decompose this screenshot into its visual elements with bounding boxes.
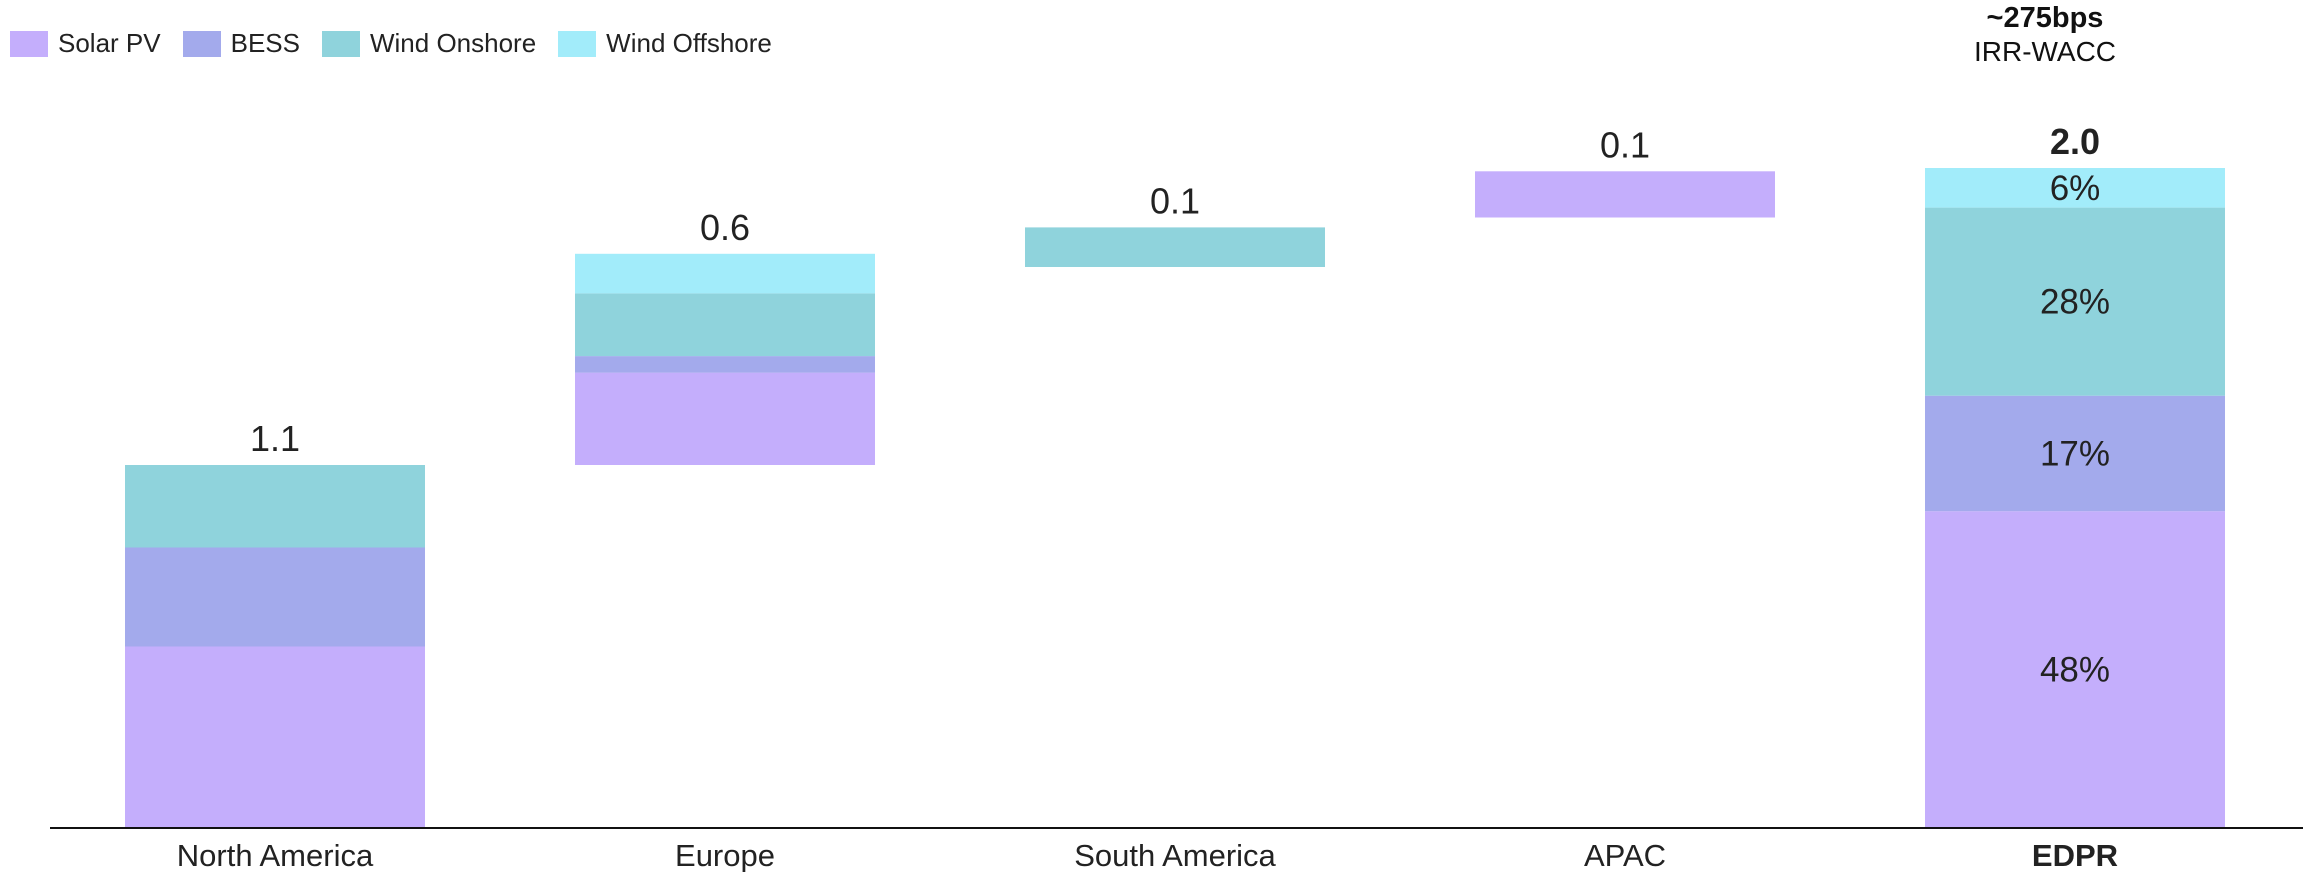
legend-label-solar-pv: Solar PV bbox=[58, 28, 161, 58]
legend-swatch-solar-pv bbox=[10, 30, 48, 57]
bar-segment-south-america-wind-onshore bbox=[1025, 227, 1325, 267]
legend-item-bess: BESS bbox=[182, 28, 300, 59]
bar-segment-europe-wind-onshore bbox=[575, 293, 875, 357]
bar-segment-europe-solar-pv bbox=[575, 372, 875, 465]
category-label-europe: Europe bbox=[675, 838, 775, 872]
total-label-europe: 0.6 bbox=[700, 207, 750, 248]
legend-swatch-wind-offshore bbox=[558, 30, 597, 57]
legend-label-wind-onshore: Wind Onshore bbox=[369, 28, 537, 58]
total-label-south-america: 0.1 bbox=[1150, 180, 1200, 221]
bar-segment-edpr-bess bbox=[1925, 395, 2225, 512]
bar-segment-europe-wind-offshore bbox=[575, 253, 875, 294]
bar-segment-europe-bess bbox=[575, 356, 875, 373]
category-label-north-america: North America bbox=[177, 838, 374, 872]
legend-item-solar-pv: Solar PV bbox=[10, 28, 161, 59]
legend: Solar PV BESS Wind Onshore Wind Offshore bbox=[10, 28, 794, 59]
category-label-south-america: South America bbox=[1074, 838, 1276, 872]
category-label-apac: APAC bbox=[1584, 838, 1666, 872]
bar-segment-north-america-wind-onshore bbox=[125, 465, 425, 548]
legend-swatch-bess bbox=[182, 30, 221, 57]
bar-segment-apac-solar-pv bbox=[1475, 171, 1775, 218]
segment-label-edpr-wind-offshore: 6% bbox=[2050, 169, 2101, 208]
headline-value: ~275bps bbox=[1986, 2, 2104, 34]
legend-item-wind-onshore: Wind Onshore bbox=[321, 28, 537, 59]
segment-label-edpr-solar-pv: 48% bbox=[2040, 651, 2110, 690]
segment-label-edpr-wind-onshore: 28% bbox=[2040, 283, 2110, 322]
legend-label-wind-offshore: Wind Offshore bbox=[606, 28, 772, 58]
bar-segment-north-america-solar-pv bbox=[125, 646, 425, 828]
bar-segment-edpr-wind-onshore bbox=[1925, 207, 2225, 396]
total-label-north-america: 1.1 bbox=[250, 418, 300, 459]
total-label-apac: 0.1 bbox=[1600, 124, 1650, 165]
segment-label-edpr-bess: 17% bbox=[2040, 434, 2110, 473]
bar-segment-edpr-solar-pv bbox=[1925, 511, 2225, 828]
legend-item-wind-offshore: Wind Offshore bbox=[558, 28, 772, 59]
legend-swatch-wind-onshore bbox=[321, 30, 360, 57]
total-label-edpr: 2.0 bbox=[2050, 121, 2100, 162]
legend-label-bess: BESS bbox=[230, 28, 300, 58]
category-label-edpr: EDPR bbox=[2032, 838, 2118, 872]
headline-label: IRR-WACC bbox=[1973, 36, 2117, 67]
bar-segment-edpr-wind-offshore bbox=[1925, 168, 2225, 208]
bar-segment-north-america-bess bbox=[125, 547, 425, 647]
